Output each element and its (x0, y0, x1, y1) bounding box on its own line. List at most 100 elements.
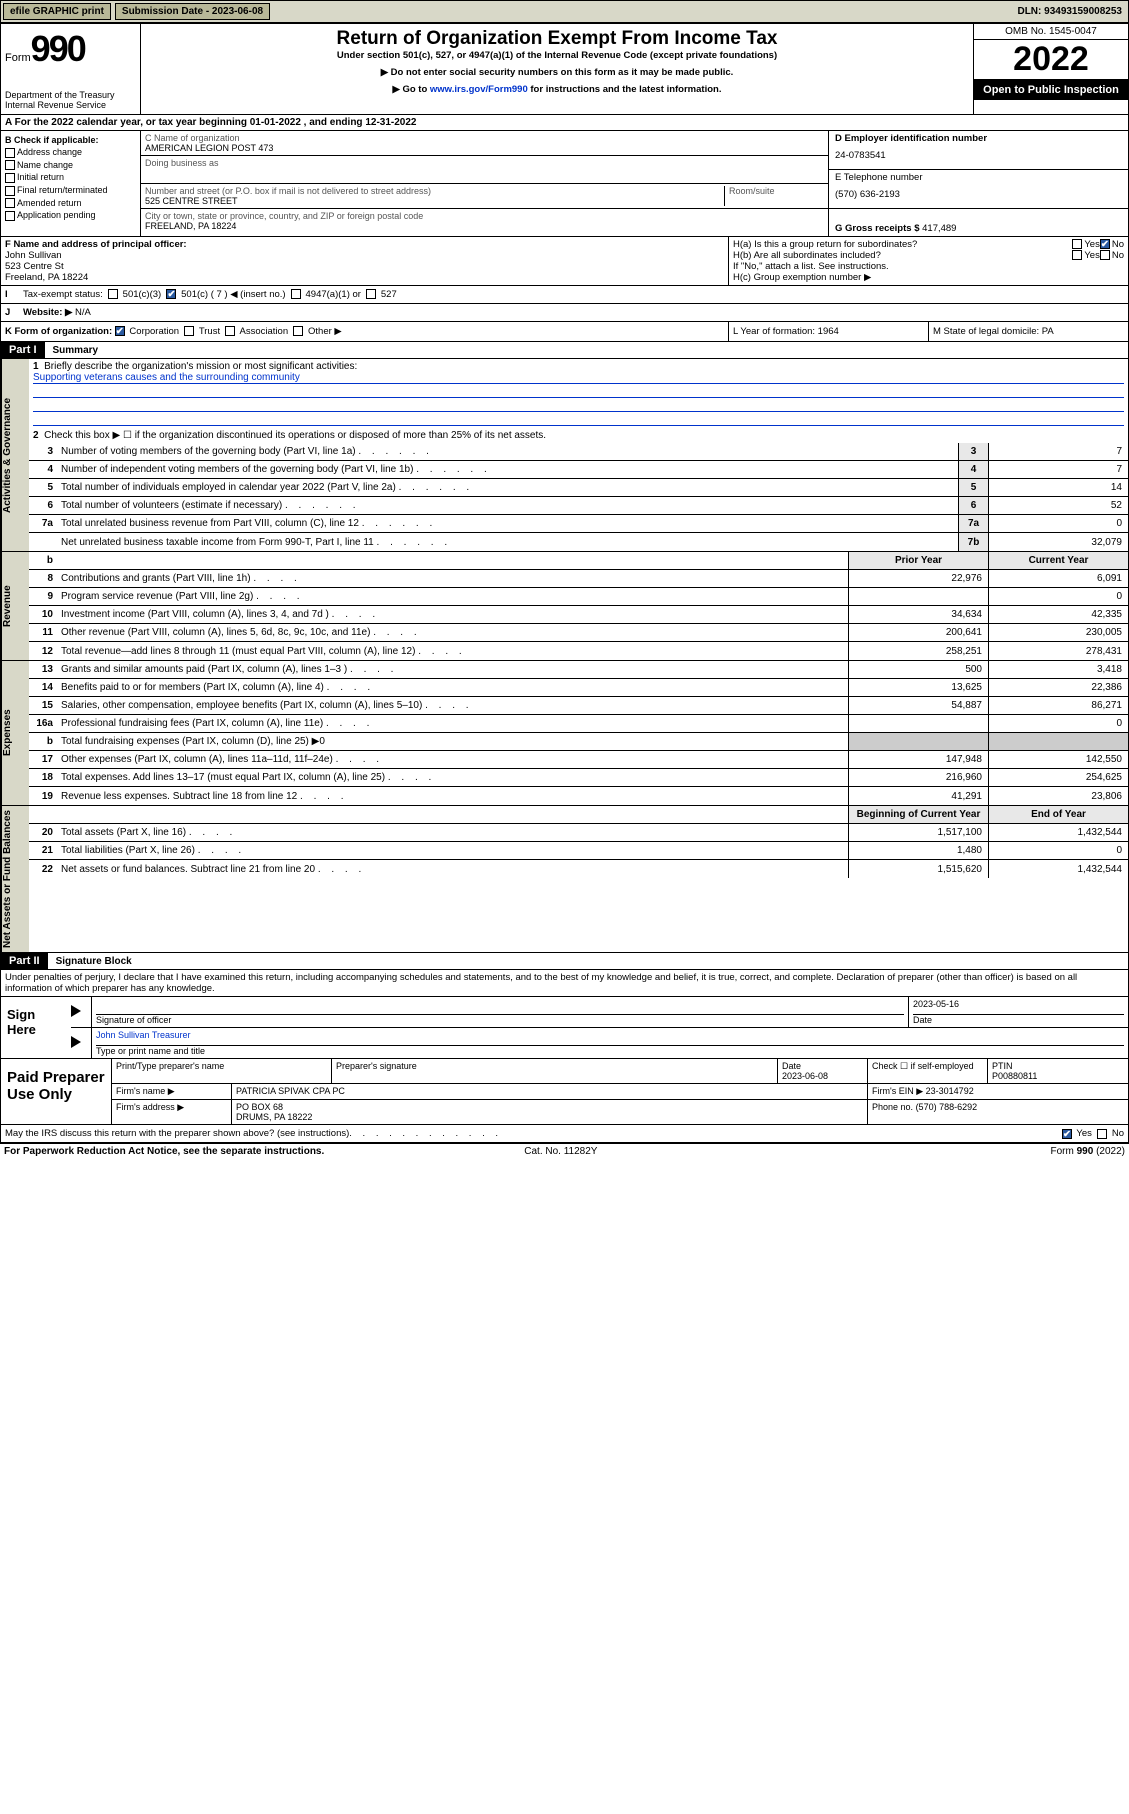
discuss-yes[interactable]: ✔ Yes (1062, 1128, 1092, 1139)
col-d-e: D Employer identification number 24-0783… (828, 131, 1128, 236)
instructions-link[interactable]: www.irs.gov/Form990 (430, 84, 528, 95)
side-revenue: Revenue (1, 552, 29, 660)
side-expenses: Expenses (1, 661, 29, 805)
sign-here-row: Sign Here Signature of officer 2023-05-1… (1, 996, 1128, 1058)
cb-final-return[interactable]: Final return/terminated (5, 185, 136, 196)
org-name-row: C Name of organization AMERICAN LEGION P… (141, 131, 828, 156)
data-line: 12Total revenue—add lines 8 through 11 (… (29, 642, 1128, 660)
omb-number: OMB No. 1545-0047 (974, 24, 1128, 40)
principal-officer: F Name and address of principal officer:… (1, 237, 728, 285)
side-net-assets: Net Assets or Fund Balances (1, 806, 29, 952)
telephone: (570) 636-2193 (835, 183, 1122, 206)
org-name: AMERICAN LEGION POST 473 (145, 143, 824, 153)
tax-year: 2022 (974, 40, 1128, 80)
section-net-assets: Net Assets or Fund Balances Beginning of… (0, 806, 1129, 953)
data-line: 19Revenue less expenses. Subtract line 1… (29, 787, 1128, 805)
dba-row: Doing business as (141, 156, 828, 184)
firm-phone: (570) 788-6292 (916, 1102, 978, 1112)
gross-receipts: 417,489 (922, 223, 956, 234)
officer-signature[interactable]: Signature of officer (91, 997, 908, 1027)
data-line: bTotal fundraising expenses (Part IX, co… (29, 733, 1128, 751)
form-of-org: K Form of organization: ✔ Corporation Tr… (1, 322, 728, 341)
part-1-header: Part I Summary (0, 342, 1129, 359)
cb-other[interactable]: Other ▶ (293, 326, 341, 337)
rev-header: b Prior Year Current Year (29, 552, 1128, 570)
data-line: 15Salaries, other compensation, employee… (29, 697, 1128, 715)
gov-line: 3Number of voting members of the governi… (29, 443, 1128, 461)
data-line: 10Investment income (Part VIII, column (… (29, 606, 1128, 624)
section-revenue: Revenue b Prior Year Current Year 8Contr… (0, 552, 1129, 661)
signature-block: Under penalties of perjury, I declare th… (0, 970, 1129, 1059)
year-formation: L Year of formation: 1964 (728, 322, 928, 341)
net-header: Beginning of Current Year End of Year (29, 806, 1128, 824)
ptin: P00880811 (992, 1071, 1037, 1081)
mission-text: Supporting veterans causes and the surro… (33, 372, 1124, 384)
gov-line: Net unrelated business taxable income fr… (29, 533, 1128, 551)
data-line: 9Program service revenue (Part VIII, lin… (29, 588, 1128, 606)
side-governance: Activities & Governance (1, 359, 29, 551)
h-b-yes[interactable]: Yes (1072, 250, 1100, 261)
cb-assoc[interactable]: Association (225, 326, 288, 337)
group-return: H(a) Is this a group return for subordin… (728, 237, 1128, 285)
form-title: Return of Organization Exempt From Incom… (145, 28, 969, 50)
data-line: 11Other revenue (Part VIII, column (A), … (29, 624, 1128, 642)
discuss-row: May the IRS discuss this return with the… (0, 1125, 1129, 1143)
col-b-checkboxes: B Check if applicable: Address change Na… (1, 131, 141, 236)
row-f-h: F Name and address of principal officer:… (0, 237, 1129, 286)
gov-line: 7aTotal unrelated business revenue from … (29, 515, 1128, 533)
section-governance: Activities & Governance 1 Briefly descri… (0, 359, 1129, 552)
cb-4947[interactable]: 4947(a)(1) or (291, 289, 361, 300)
preparer-row-3: Firm's address ▶ PO BOX 68DRUMS, PA 1822… (112, 1100, 1128, 1124)
cb-initial-return[interactable]: Initial return (5, 172, 136, 183)
sign-date: 2023-05-16 Date (908, 997, 1128, 1027)
row-i-tax-status: I Tax-exempt status: 501(c)(3) ✔ 501(c) … (0, 286, 1129, 304)
cb-application-pending[interactable]: Application pending (5, 210, 136, 221)
section-expenses: Expenses 13Grants and similar amounts pa… (0, 661, 1129, 806)
data-line: 8Contributions and grants (Part VIII, li… (29, 570, 1128, 588)
gov-lines: 3Number of voting members of the governi… (29, 443, 1128, 551)
q1-mission: 1 Briefly describe the organization's mi… (29, 359, 1128, 428)
page-footer: For Paperwork Reduction Act Notice, see … (0, 1143, 1129, 1159)
row-j-website: J Website: ▶ N/A (0, 304, 1129, 322)
form-number: 990 (31, 28, 85, 69)
discuss-no[interactable]: No (1097, 1128, 1124, 1139)
subtitle-2: ▶ Do not enter social security numbers o… (145, 67, 969, 78)
cb-501c[interactable]: ✔ 501(c) ( 7 ) ◀ (insert no.) (166, 289, 285, 300)
header-left: Form990 Department of the Treasury Inter… (1, 24, 141, 114)
gov-line: 5Total number of individuals employed in… (29, 479, 1128, 497)
data-line: 20Total assets (Part X, line 16) . . . .… (29, 824, 1128, 842)
entity-grid: B Check if applicable: Address change Na… (0, 131, 1129, 237)
cb-trust[interactable]: Trust (184, 326, 220, 337)
firm-address: PO BOX 68DRUMS, PA 18222 (232, 1100, 868, 1124)
preparer-label: Paid Preparer Use Only (1, 1059, 111, 1124)
gov-line: 6Total number of volunteers (estimate if… (29, 497, 1128, 515)
ein: 24-0783541 (835, 144, 1122, 167)
cb-name-change[interactable]: Name change (5, 160, 136, 171)
public-inspection: Open to Public Inspection (974, 80, 1128, 100)
data-line: 13Grants and similar amounts paid (Part … (29, 661, 1128, 679)
cb-address-change[interactable]: Address change (5, 147, 136, 158)
col-c-org: C Name of organization AMERICAN LEGION P… (141, 131, 828, 236)
h-a-yes[interactable]: Yes (1072, 239, 1100, 250)
ein-row: D Employer identification number 24-0783… (829, 131, 1128, 170)
cb-corp[interactable]: ✔ Corporation (115, 326, 179, 337)
efile-badge: efile GRAPHIC print (3, 3, 111, 20)
cb-amended-return[interactable]: Amended return (5, 198, 136, 209)
row-k-l-m: K Form of organization: ✔ Corporation Tr… (0, 322, 1129, 342)
h-a-no[interactable]: ✔No (1100, 239, 1124, 250)
subtitle-1: Under section 501(c), 527, or 4947(a)(1)… (145, 50, 969, 61)
officer-name: John Sullivan (5, 250, 724, 261)
paperwork-notice: For Paperwork Reduction Act Notice, see … (4, 1146, 324, 1157)
preparer-row-2: Firm's name ▶ PATRICIA SPIVAK CPA PC Fir… (112, 1084, 1128, 1100)
cb-501c3[interactable]: 501(c)(3) (108, 289, 161, 300)
cb-527[interactable]: 527 (366, 289, 397, 300)
firm-ein: 23-3014792 (926, 1086, 974, 1096)
dln: DLN: 93493159008253 (1017, 6, 1122, 17)
city-state-zip: FREELAND, PA 18224 (145, 221, 824, 231)
data-line: 14Benefits paid to or for members (Part … (29, 679, 1128, 697)
subtitle-3: ▶ Go to www.irs.gov/Form990 for instruct… (145, 84, 969, 95)
part-2-header: Part II Signature Block (0, 953, 1129, 970)
header-right: OMB No. 1545-0047 2022 Open to Public In… (973, 24, 1128, 114)
data-line: 16aProfessional fundraising fees (Part I… (29, 715, 1128, 733)
h-b-no[interactable]: No (1100, 250, 1124, 261)
